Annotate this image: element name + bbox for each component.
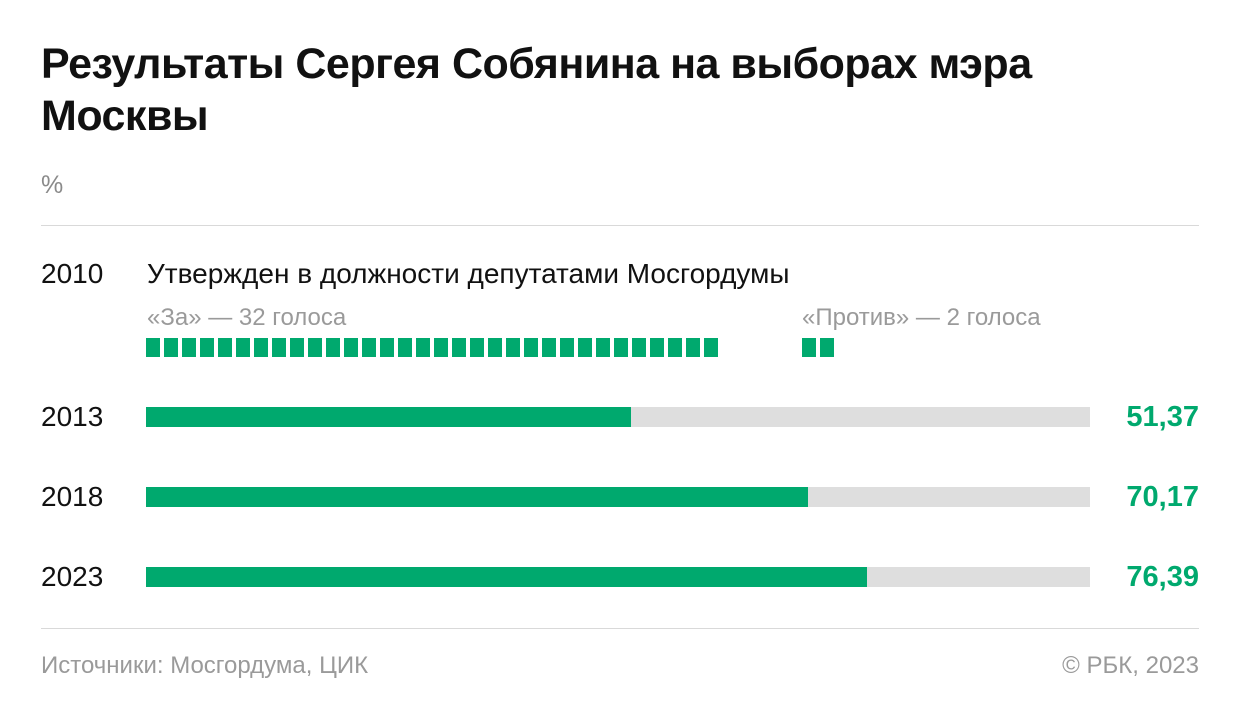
unit-label: % xyxy=(41,171,64,199)
vote-for-square-15 xyxy=(398,338,412,357)
vote-for-square-16 xyxy=(416,338,430,357)
vote-against-square-1 xyxy=(802,338,816,357)
vote-for-square-2 xyxy=(164,338,178,357)
bar-track-2013 xyxy=(146,407,1090,427)
year-label-2018: 2018 xyxy=(41,481,104,512)
vote-for-square-30 xyxy=(668,338,682,357)
value-label-2023: 76,39 xyxy=(1126,561,1199,593)
bottom-divider xyxy=(41,628,1199,629)
bar-track-2023 xyxy=(146,567,1090,587)
value-label-2018: 70,17 xyxy=(1126,481,1199,513)
votes-against-squares xyxy=(802,338,838,357)
vote-for-square-9 xyxy=(290,338,304,357)
vote-for-square-24 xyxy=(560,338,574,357)
vote-for-square-31 xyxy=(686,338,700,357)
year-label-2010: 2010 xyxy=(41,258,104,289)
vote-for-square-26 xyxy=(596,338,610,357)
year-label-2013: 2013 xyxy=(41,401,104,432)
vote-for-square-7 xyxy=(254,338,268,357)
vote-for-square-18 xyxy=(452,338,466,357)
chart-title: Результаты Сергея Собянина на выборах мэ… xyxy=(41,40,1032,140)
vote-for-square-11 xyxy=(326,338,340,357)
vote-for-square-5 xyxy=(218,338,232,357)
vote-for-square-23 xyxy=(542,338,556,357)
votes-for-label: «За» — 32 голоса xyxy=(147,304,347,331)
vote-for-square-32 xyxy=(704,338,718,357)
vote-for-square-14 xyxy=(380,338,394,357)
votes-against-label: «Против» — 2 голоса xyxy=(802,304,1041,331)
vote-for-square-27 xyxy=(614,338,628,357)
vote-for-square-20 xyxy=(488,338,502,357)
source-note: Источники: Мосгордума, ЦИК xyxy=(41,652,369,679)
value-label-2013: 51,37 xyxy=(1126,401,1199,433)
vote-for-square-13 xyxy=(362,338,376,357)
vote-for-square-1 xyxy=(146,338,160,357)
vote-for-square-4 xyxy=(200,338,214,357)
bar-track-2018 xyxy=(146,487,1090,507)
vote-for-square-28 xyxy=(632,338,646,357)
vote-for-square-22 xyxy=(524,338,538,357)
bar-2018 xyxy=(146,487,809,507)
vote-for-square-29 xyxy=(650,338,664,357)
vote-2010-note: Утвержден в должности депутатами Мосгорд… xyxy=(147,258,790,289)
vote-for-square-12 xyxy=(344,338,358,357)
vote-for-square-6 xyxy=(236,338,250,357)
year-label-2023: 2023 xyxy=(41,561,104,592)
copyright: © РБК, 2023 xyxy=(1062,652,1199,679)
bar-2013 xyxy=(146,407,631,427)
top-divider xyxy=(41,225,1199,226)
vote-against-square-2 xyxy=(820,338,834,357)
vote-for-square-21 xyxy=(506,338,520,357)
bar-2023 xyxy=(146,567,868,587)
vote-for-square-25 xyxy=(578,338,592,357)
vote-for-square-19 xyxy=(470,338,484,357)
vote-for-square-17 xyxy=(434,338,448,357)
vote-for-square-10 xyxy=(308,338,322,357)
vote-for-square-8 xyxy=(272,338,286,357)
votes-for-squares xyxy=(146,338,722,357)
vote-for-square-3 xyxy=(182,338,196,357)
